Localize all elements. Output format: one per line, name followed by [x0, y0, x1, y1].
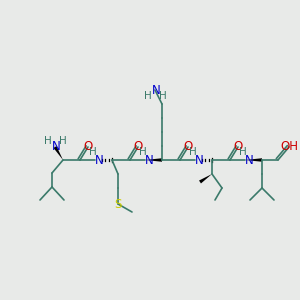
Text: O: O: [134, 140, 142, 154]
Text: N: N: [195, 154, 203, 166]
Text: N: N: [145, 154, 153, 166]
Text: O: O: [183, 140, 193, 154]
Text: O: O: [233, 140, 243, 154]
Text: H: H: [189, 147, 197, 157]
Text: OH: OH: [280, 140, 298, 154]
Text: H: H: [59, 136, 67, 146]
Text: H: H: [144, 91, 152, 101]
Text: H: H: [44, 136, 52, 146]
Text: N: N: [94, 154, 103, 166]
Text: N: N: [52, 140, 60, 154]
Polygon shape: [53, 146, 63, 160]
Text: H: H: [239, 147, 247, 157]
Text: N: N: [152, 83, 160, 97]
Text: H: H: [159, 91, 167, 101]
Text: S: S: [114, 197, 122, 211]
Text: N: N: [244, 154, 253, 166]
Text: O: O: [83, 140, 93, 154]
Text: H: H: [139, 147, 147, 157]
Polygon shape: [245, 158, 262, 162]
Polygon shape: [145, 158, 162, 162]
Text: H: H: [89, 147, 97, 157]
Polygon shape: [199, 174, 212, 184]
